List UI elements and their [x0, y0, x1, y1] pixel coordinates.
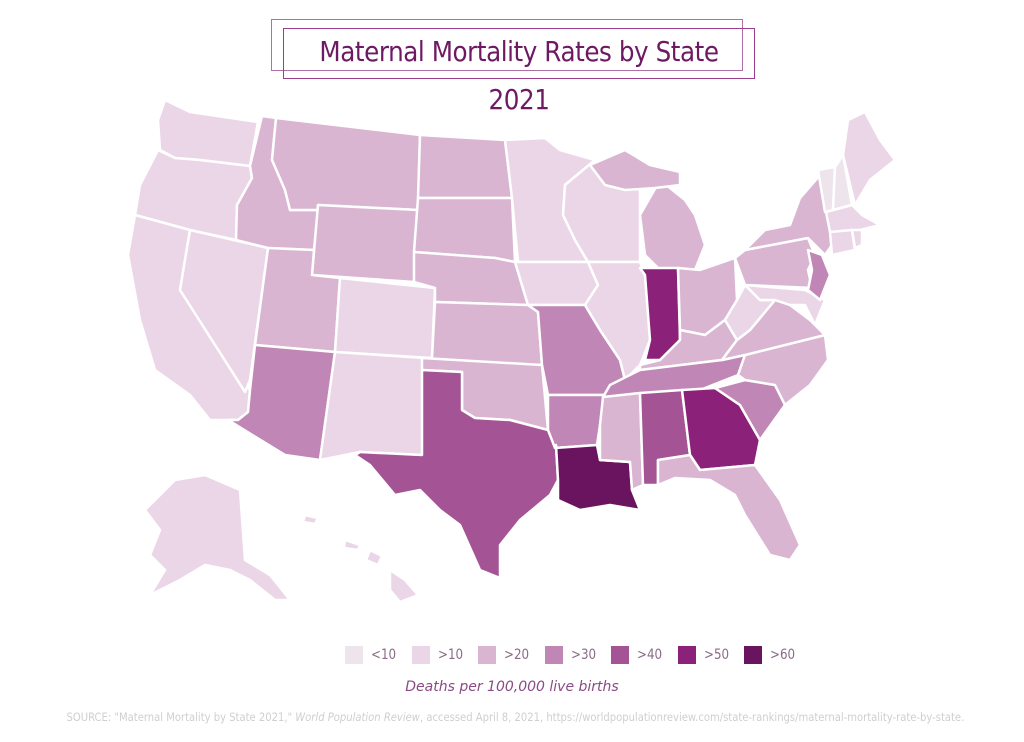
source-publication: World Population Review — [295, 710, 420, 724]
state-hi — [388, 568, 420, 604]
legend-item: >40 — [611, 646, 667, 664]
source-citation: SOURCE: "Maternal Mortality by State 202… — [66, 710, 965, 724]
state-tx — [353, 368, 560, 580]
state-ct — [828, 228, 857, 257]
legend-swatch — [411, 646, 430, 664]
legend-label: >20 — [504, 647, 530, 663]
state-me — [841, 110, 897, 207]
state-nd — [416, 133, 514, 200]
page-title: Maternal Mortality Rates by State 2021 — [319, 35, 719, 116]
title-frame-front — [283, 28, 755, 79]
legend: <10 >10 >20 >30 >40 >50 >60 — [345, 646, 811, 664]
state-ar — [546, 393, 607, 450]
legend-swatch — [677, 646, 696, 664]
source-prefix: SOURCE: "Maternal Mortality by State 202… — [66, 710, 296, 724]
state-ia — [513, 260, 600, 307]
title-frame-back — [271, 19, 743, 71]
legend-label: >10 — [437, 647, 463, 663]
legend-swatch — [478, 646, 497, 664]
state-hi — [301, 513, 320, 526]
legend-swatch — [345, 646, 363, 664]
legend-swatch — [744, 646, 763, 664]
legend-label: >40 — [637, 647, 663, 663]
state-nj — [806, 248, 832, 302]
legend-item: >30 — [544, 646, 601, 664]
state-wy — [310, 203, 420, 284]
legend-label: >60 — [770, 647, 796, 663]
legend-swatch — [544, 646, 563, 664]
legend-swatch — [611, 646, 630, 664]
state-nm — [318, 350, 427, 462]
legend-label: >50 — [703, 647, 729, 663]
source-suffix: , accessed April 8, 2021, https://worldp… — [419, 710, 965, 724]
state-ks — [430, 300, 544, 367]
legend-item: >10 — [411, 646, 468, 664]
legend-label: >30 — [570, 647, 596, 663]
state-mi — [638, 178, 707, 272]
legend-unit: Deaths per 100,000 live births — [405, 679, 619, 695]
us-choropleth-map — [126, 98, 897, 604]
legend-label: <10 — [371, 647, 397, 663]
state-ma — [824, 203, 882, 234]
state-ak — [143, 473, 292, 602]
legend-item: >20 — [478, 646, 534, 664]
state-hi — [342, 538, 362, 552]
state-hi — [364, 548, 384, 567]
legend-item: >50 — [677, 646, 734, 664]
state-ri — [850, 228, 864, 250]
legend-item: <10 — [345, 646, 401, 664]
state-mi — [588, 148, 682, 192]
legend-item: >60 — [744, 646, 800, 664]
state-mt — [270, 116, 422, 212]
state-co — [333, 276, 437, 360]
state-fl — [656, 453, 802, 562]
